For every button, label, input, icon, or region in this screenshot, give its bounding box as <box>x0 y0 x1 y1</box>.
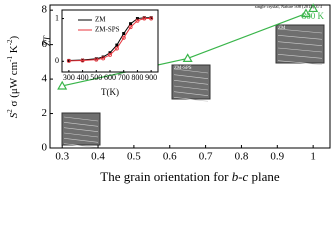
marker <box>94 57 99 62</box>
y-axis-label: S2 σ (μW cm-1 K-2) <box>6 35 20 118</box>
x-tick-label: 800 <box>131 73 143 82</box>
sem-texture <box>63 143 99 148</box>
x-label-part: plane <box>248 169 280 184</box>
inset-y-label: ZT <box>42 35 52 46</box>
sem-texture <box>63 132 99 138</box>
legend-label: ZM <box>95 16 106 24</box>
x-tick-label: 0.5 <box>127 150 141 162</box>
sem-texture <box>63 138 99 143</box>
plot-frame <box>49 4 331 149</box>
marker <box>80 58 85 63</box>
x-tick-label: 0.7 <box>199 150 213 162</box>
x-tick-label: 300 <box>63 73 75 82</box>
sem-texture <box>173 80 209 85</box>
image-label: ZM <box>278 26 286 31</box>
y-label-part: K <box>8 45 20 56</box>
y-label-part: σ (μW cm <box>8 61 20 109</box>
sem-texture <box>173 85 209 91</box>
sem-texture <box>277 28 323 34</box>
sem-texture <box>173 91 209 96</box>
image-label: ZM-SPS <box>174 66 192 71</box>
sem-texture <box>277 35 323 40</box>
marker <box>142 16 147 21</box>
y-tick-label: 8 <box>42 4 48 16</box>
x-tick-label: 0.4 <box>91 150 105 162</box>
marker <box>94 57 98 61</box>
x-label-part: The grain orientation for <box>100 169 231 184</box>
marker <box>308 3 319 13</box>
y-label-part: S <box>8 112 20 118</box>
legend-label: 800 K <box>302 11 325 21</box>
sem-image <box>61 112 101 146</box>
annotation: single crystal, Nature 508 (2014) 373 <box>255 4 323 10</box>
series-line <box>68 18 152 62</box>
marker <box>66 58 71 63</box>
x-tick-label: 0.9 <box>270 150 284 162</box>
sem-image <box>275 24 325 64</box>
sem-texture <box>277 41 323 46</box>
sem-texture <box>173 68 209 74</box>
x-tick-label: 1 <box>310 150 316 162</box>
marker <box>101 56 106 61</box>
x-tick-label: 0.3 <box>55 150 69 162</box>
marker <box>121 35 126 40</box>
x-tick-label: 600 <box>104 73 116 82</box>
y-tick-label: 6 <box>42 38 48 50</box>
marker <box>182 53 193 63</box>
plot-frame <box>61 9 159 73</box>
sem-texture <box>277 54 323 59</box>
marker <box>135 17 139 21</box>
y-tick-label: 2 <box>42 107 48 119</box>
marker <box>300 8 312 18</box>
legend-label: ZM-SPS <box>95 26 120 34</box>
marker <box>149 16 153 20</box>
marker <box>128 25 133 30</box>
y-label-part: -2 <box>6 39 14 45</box>
y-tick-label: 0 <box>42 142 48 154</box>
y-tick-label: 1 <box>55 13 59 22</box>
y-label-part: 2 <box>6 109 14 113</box>
sem-texture <box>63 116 99 122</box>
x-tick-label: 900 <box>145 73 157 82</box>
x-tick-label: 700 <box>118 73 130 82</box>
sem-texture <box>277 47 323 53</box>
marker <box>108 51 112 55</box>
sem-texture <box>277 60 323 65</box>
marker <box>122 32 126 36</box>
figure: ZM-SPS ZM 0.3 0.4 0.5 0.6 0.7 0.8 0.9 1 0 2 4 6 8 800 K… <box>6 3 331 184</box>
inset-x-label: T(K) <box>101 87 119 97</box>
y-tick-label: 0 <box>55 56 59 65</box>
marker <box>108 52 113 57</box>
x-tick-label: 0.6 <box>163 150 177 162</box>
marker <box>114 46 119 51</box>
marker <box>57 80 68 90</box>
sem-texture <box>63 122 99 127</box>
sem-texture <box>63 127 99 132</box>
sem-texture <box>173 74 209 79</box>
y-label-part: ) <box>8 35 20 39</box>
y-tick-label: 4 <box>42 73 48 85</box>
x-axis-label: The grain orientation for b-c plane <box>100 169 280 184</box>
x-tick-label: 500 <box>90 73 102 82</box>
x-tick-label: 400 <box>77 73 89 82</box>
marker <box>142 16 146 20</box>
marker <box>149 16 154 21</box>
sem-texture <box>173 97 209 102</box>
marker <box>129 22 133 26</box>
marker <box>115 43 119 47</box>
x-tick-label: 0.8 <box>235 150 249 162</box>
sem-image <box>171 64 211 100</box>
x-label-part: b-c <box>232 169 249 184</box>
marker <box>135 18 140 23</box>
y-label-part: -1 <box>6 56 14 62</box>
